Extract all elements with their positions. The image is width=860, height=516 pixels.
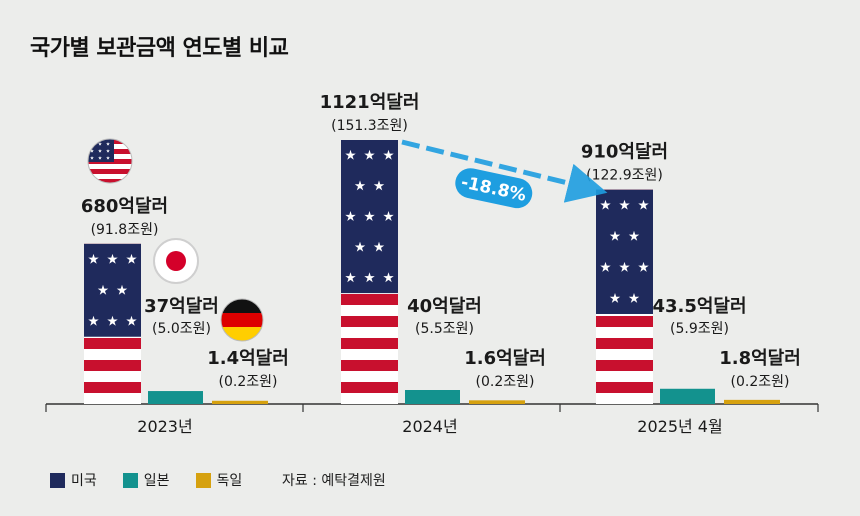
bar-usa-0-stripe bbox=[84, 393, 141, 404]
label-germany-1: 1.6억달러 bbox=[464, 348, 546, 369]
bar-usa-0-stripe bbox=[84, 371, 141, 382]
bar-usa-2-stripe bbox=[596, 371, 653, 382]
bar-usa-1-stripe bbox=[341, 327, 398, 338]
sublabel-japan-2: (5.9조원) bbox=[670, 321, 729, 337]
x-tick-label-1: 2024년 bbox=[402, 417, 457, 436]
bar-japan-0 bbox=[148, 391, 203, 404]
bar-usa-0 bbox=[84, 243, 141, 404]
bar-japan-2 bbox=[660, 388, 715, 404]
label-japan-0: 37억달러 bbox=[144, 296, 219, 317]
sublabel-japan-0: (5.0조원) bbox=[152, 321, 211, 337]
legend-swatch-japan bbox=[122, 472, 138, 488]
change-badge: -18.8% bbox=[455, 168, 533, 209]
bar-usa-2 bbox=[596, 189, 653, 404]
sublabel-germany-0: (0.2조원) bbox=[219, 374, 278, 390]
japan-flag-icon bbox=[153, 238, 199, 284]
sublabel-usa-0: (91.8조원) bbox=[91, 222, 159, 238]
usa-flag-icon bbox=[87, 138, 133, 184]
bar-usa-1 bbox=[341, 140, 398, 404]
label-usa-0: 680억달러 bbox=[81, 196, 168, 217]
sublabel-germany-1: (0.2조원) bbox=[476, 374, 535, 390]
legend-label-usa: 미국 bbox=[71, 473, 97, 489]
legend-swatch-germany bbox=[195, 472, 211, 488]
label-usa-2: 910억달러 bbox=[581, 142, 668, 163]
legend: 미국 일본 독일 bbox=[50, 470, 242, 490]
bar-japan-1 bbox=[405, 390, 460, 404]
legend-item-usa: 미국 bbox=[50, 470, 97, 490]
bar-usa-1-stripe bbox=[341, 371, 398, 382]
label-japan-2: 43.5억달러 bbox=[652, 296, 746, 317]
sublabel-usa-1: (151.3조원) bbox=[331, 118, 408, 134]
chart-title: 국가별 보관금액 연도별 비교 bbox=[30, 36, 289, 61]
bar-germany-0 bbox=[212, 400, 268, 404]
legend-item-germany: 독일 bbox=[195, 470, 243, 490]
source-note: 자료 : 예탁결제원 bbox=[282, 473, 386, 489]
legend-label-japan: 일본 bbox=[143, 473, 170, 489]
label-germany-0: 1.4억달러 bbox=[207, 348, 289, 369]
x-tick-label-0: 2023년 bbox=[137, 417, 192, 436]
bar-usa-2-stripe bbox=[596, 393, 653, 404]
legend-item-japan: 일본 bbox=[122, 470, 170, 490]
bar-usa-0-stripe bbox=[84, 349, 141, 360]
germany-flag-icon bbox=[220, 298, 264, 342]
bar-usa-2-canton bbox=[596, 189, 653, 314]
bar-germany-1 bbox=[469, 400, 525, 404]
sublabel-japan-1: (5.5조원) bbox=[415, 321, 474, 337]
bar-usa-1-stripe bbox=[341, 393, 398, 404]
label-germany-2: 1.8억달러 bbox=[719, 348, 801, 369]
bar-germany-2 bbox=[724, 399, 780, 404]
x-tick-label-2: 2025년 4월 bbox=[637, 417, 722, 436]
label-usa-1: 1121억달러 bbox=[320, 92, 420, 113]
sublabel-germany-2: (0.2조원) bbox=[731, 374, 790, 390]
legend-swatch-usa bbox=[50, 472, 65, 488]
change-badge-bg bbox=[455, 168, 533, 209]
bar-usa-1-stripe bbox=[341, 305, 398, 316]
bar-usa-2-stripe bbox=[596, 349, 653, 360]
sublabel-usa-2: (122.9조원) bbox=[586, 168, 663, 184]
bar-usa-2-stripe bbox=[596, 327, 653, 338]
legend-label-germany: 독일 bbox=[216, 473, 243, 489]
label-japan-1: 40억달러 bbox=[407, 296, 482, 317]
trend-arrow bbox=[401, 139, 608, 203]
bar-usa-1-stripe bbox=[341, 349, 398, 360]
